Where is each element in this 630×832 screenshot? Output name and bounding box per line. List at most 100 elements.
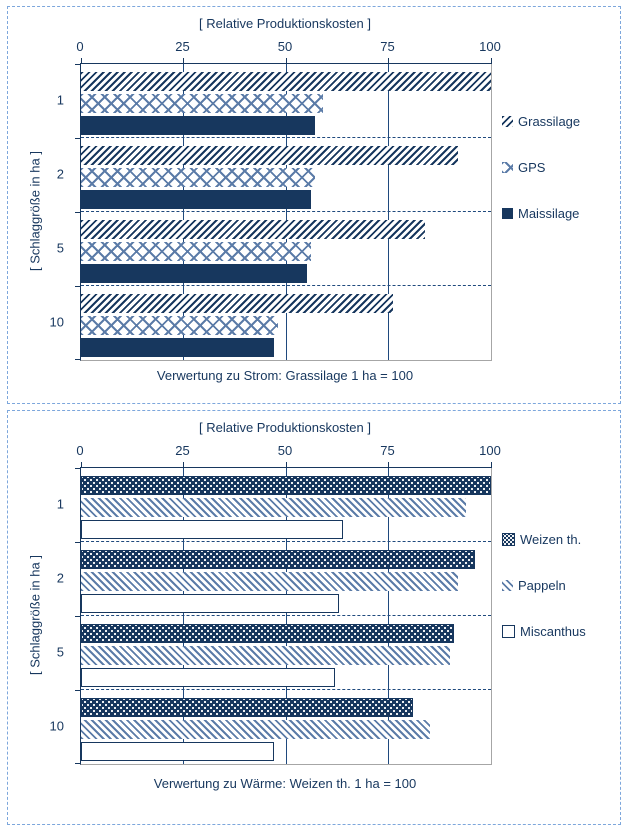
axis-tick [75,468,81,469]
legend-item: Pappeln [502,578,586,593]
bar-group [81,468,491,542]
chart-panel-waerme: [ Relative Produktionskosten ] 0 25 50 75 10… [7,410,621,825]
x-tick-label: 100 [479,443,501,458]
legend: Weizen th. Pappeln Miscanthus [502,532,586,639]
axis-tick [75,690,81,691]
axis-tick [75,64,81,65]
legend-item: GPS [502,160,580,175]
x-tick-label: 0 [76,443,84,458]
x-tick-label: 75 [380,39,395,54]
gridline [388,468,389,764]
y-axis-category-labels: 1 2 5 10 [8,467,72,763]
bar [81,624,455,643]
caption: Verwertung zu Wärme: Weizen th. 1 ha = 1… [153,776,417,791]
legend-item: Maissilage [502,206,580,221]
bar [81,476,491,495]
bar [81,742,274,761]
axis-tick [75,138,81,139]
bar [81,220,426,239]
legend-label: Maissilage [518,206,580,221]
axis-tick [183,58,184,64]
x-axis-tick-labels: 0 25 50 75 100 [76,39,500,55]
x-axis-tick-labels: 0 25 50 75 100 [76,443,500,459]
legend-swatch-icon [502,162,513,173]
legend-swatch-icon [502,116,513,127]
legend-swatch-icon [502,533,515,546]
bar [81,572,459,591]
axis-tick [75,286,81,287]
axis-tick [75,212,81,213]
category-label: 10 [49,718,64,734]
bar [81,594,340,613]
axis-tick [75,763,81,764]
bar [81,94,323,113]
axis-tick [285,58,287,64]
bar [81,264,307,283]
bar [81,242,311,261]
chart-panel-strom: [ Relative Produktionskosten ] 0 25 50 75 10… [7,6,621,404]
bar [81,146,459,165]
x-tick-label: 100 [479,39,501,54]
legend-label: Weizen th. [520,532,582,547]
legend-label: GPS [518,160,546,175]
bar-group [81,212,491,286]
legend-item: Weizen th. [502,532,586,547]
bar [81,550,475,569]
bar [81,338,274,357]
gridline [183,468,184,764]
x-tick-label: 50 [277,443,293,458]
bar-group [81,286,491,360]
legend: Grassilage GPS Maissilage [502,114,580,221]
x-tick-label: 25 [175,39,190,54]
y-axis-category-labels: 1 2 5 10 [8,63,72,359]
axis-tick [388,462,389,468]
bar [81,316,278,335]
bar [81,190,311,209]
legend-label: Miscanthus [520,624,586,639]
x-tick-label: 25 [175,443,190,458]
legend-swatch-icon [502,625,515,638]
bar [81,720,430,739]
legend-label: Pappeln [518,578,566,593]
legend-label: Grassilage [518,114,581,129]
x-tick-label: 0 [76,39,84,54]
category-label: 1 [56,92,64,108]
bar [81,498,467,517]
plot-area [75,462,492,765]
bar [81,698,414,717]
bar [81,116,315,135]
axis-tick [285,462,287,468]
x-tick-label: 75 [380,443,395,458]
bar-group [81,690,491,764]
bar [81,168,315,187]
category-label: 10 [49,314,64,330]
category-label: 1 [56,496,64,512]
plot-area [75,58,492,361]
bar [81,294,393,313]
gridline [183,64,184,360]
legend-item: Miscanthus [502,624,586,639]
gridline [285,468,287,764]
chart-title: [ Relative Produktionskosten ] [199,16,371,31]
axis-tick [80,58,82,64]
axis-tick [75,542,81,543]
category-label: 5 [56,240,64,256]
chart-title: [ Relative Produktionskosten ] [199,420,371,435]
axis-tick [75,616,81,617]
category-label: 2 [56,570,64,586]
axis-tick [388,58,389,64]
bar-group [81,64,491,138]
category-label: 2 [56,166,64,182]
caption: Verwertung zu Strom: Grassilage 1 ha = 1… [156,368,414,383]
axis-tick [183,462,184,468]
axis-tick [490,462,492,468]
gridline [285,64,287,360]
category-label: 5 [56,644,64,660]
axis-tick [75,359,81,360]
bar-group [81,138,491,212]
bar-group [81,542,491,616]
bar [81,520,344,539]
legend-swatch-icon [502,208,513,219]
axis-tick [80,462,82,468]
bar-group [81,616,491,690]
